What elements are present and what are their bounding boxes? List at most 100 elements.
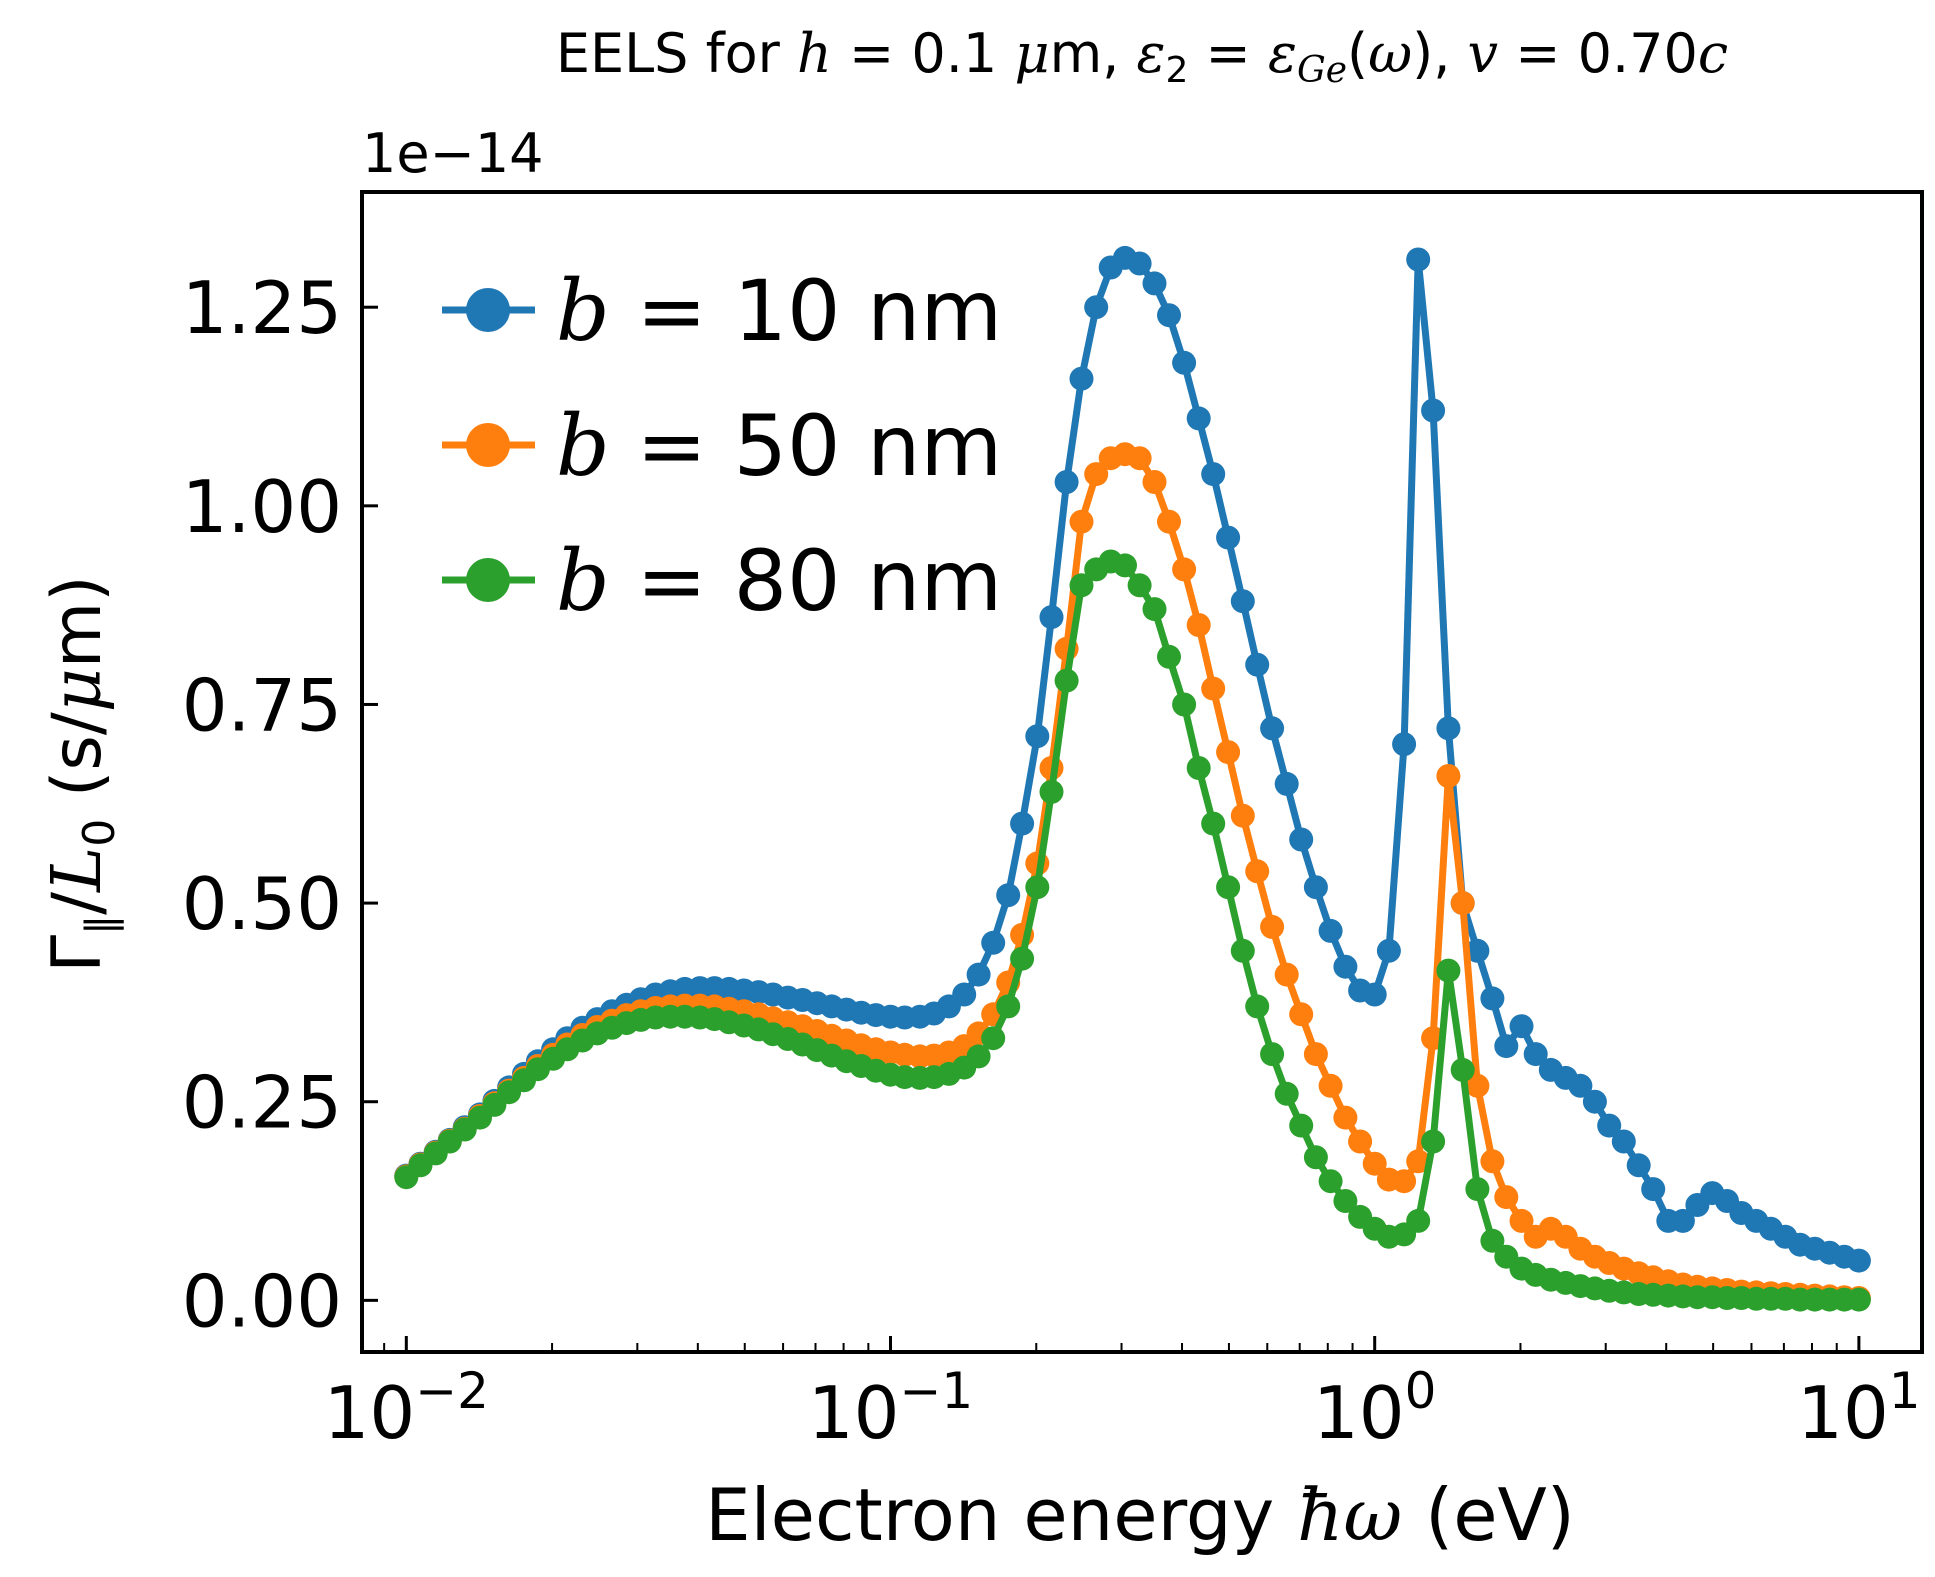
data-point: [1127, 251, 1152, 276]
ylabel-part: μ: [38, 668, 117, 712]
legend-entry-b10: b = 10 nm: [442, 262, 1002, 360]
title-part: = 0.70: [1498, 22, 1698, 85]
data-point: [1172, 557, 1197, 582]
data-point: [1436, 764, 1461, 788]
legend-marker-b80: [466, 558, 510, 602]
data-point: [1333, 1189, 1358, 1213]
data-point: [1333, 954, 1358, 979]
data-point: [1348, 1129, 1373, 1154]
data-point: [996, 994, 1021, 1019]
x-tick-label: 10−1: [808, 1362, 973, 1455]
data-point: [1480, 986, 1505, 1011]
data-point: [1069, 509, 1094, 534]
xlabel-part: (eV): [1402, 1473, 1575, 1557]
legend-entry-b80: b = 80 nm: [442, 532, 1002, 630]
data-point: [1010, 946, 1035, 971]
data-point: [1230, 803, 1255, 828]
data-point: [1421, 1129, 1446, 1154]
data-point: [1333, 1105, 1358, 1130]
ylabel-part: m): [38, 575, 117, 668]
data-point: [1216, 875, 1241, 900]
data-point: [1201, 811, 1226, 836]
data-point: [981, 1026, 1006, 1051]
title-part: ),: [1412, 22, 1467, 85]
data-point: [1450, 1057, 1475, 1082]
ylabel-part: Γ: [38, 935, 117, 973]
data-point: [1362, 982, 1387, 1007]
title-part: ω: [1368, 22, 1412, 85]
x-tick-label: 101: [1797, 1362, 1920, 1455]
data-point: [1039, 779, 1064, 804]
y-tick-label: 0.00: [182, 1259, 342, 1343]
data-point: [1362, 1151, 1387, 1176]
data-point: [966, 1044, 991, 1069]
data-point: [1201, 462, 1226, 487]
legend-label-part: = 80 nm: [610, 532, 1002, 630]
data-point: [1406, 1149, 1431, 1174]
data-point: [1245, 652, 1270, 677]
data-point: [1142, 271, 1167, 296]
axis-ticks: 0.00 0.25 0.50 0.75 1.00 1.25 10−2 10−1 100 101: [182, 266, 1921, 1455]
data-point: [1465, 1073, 1490, 1098]
data-point: [1289, 827, 1314, 852]
legend-label-b80: b = 80 nm: [556, 532, 1002, 630]
ylabel-part: ‖: [78, 915, 124, 935]
data-point: [1010, 811, 1035, 836]
series-line: [404, 558, 1859, 1304]
legend-label-b50: b = 50 nm: [556, 397, 1002, 495]
data-point: [1480, 1149, 1505, 1174]
data-point: [1465, 938, 1490, 963]
chart-title: EELS for h = 0.1 μm, ε2 = εGe(ω), v = 0.…: [556, 22, 1728, 91]
data-point: [1186, 613, 1211, 637]
data-point: [1846, 1248, 1871, 1273]
data-point: [1260, 716, 1285, 741]
data-point: [1172, 692, 1197, 717]
title-part: m,: [1050, 22, 1137, 85]
data-point: [1303, 1042, 1328, 1067]
y-tick-label: 0.75: [182, 663, 342, 747]
title-part: h: [797, 22, 832, 85]
title-part: ε: [1268, 22, 1297, 85]
data-point: [1626, 1153, 1651, 1178]
legend-label-part: = 10 nm: [610, 262, 1002, 360]
data-point: [1523, 1042, 1548, 1067]
data-point: [1274, 1081, 1299, 1106]
legend-marker-b50: [466, 423, 510, 467]
data-point: [1436, 716, 1461, 741]
ylabel-part: /: [38, 892, 117, 915]
data-point: [1069, 573, 1094, 598]
data-point: [1509, 1014, 1534, 1039]
data-point: [1186, 406, 1211, 431]
data-point: [1274, 771, 1299, 796]
legend-label-part: b: [556, 532, 610, 630]
legend-label-part: b: [556, 262, 610, 360]
data-point: [1509, 1208, 1534, 1233]
data-point: [1127, 446, 1152, 471]
ylabel-part: L: [38, 847, 117, 894]
plot-frame: [360, 190, 1924, 1354]
data-point: [1611, 1129, 1636, 1154]
legend-entry-b50: b = 50 nm: [442, 397, 1002, 495]
legend-label-b10: b = 10 nm: [556, 262, 1002, 360]
data-point: [1406, 1208, 1431, 1233]
data-point: [1318, 1169, 1343, 1194]
x-axis-label: Electron energy ħω (eV): [705, 1473, 1575, 1557]
data-point: [1142, 597, 1167, 622]
legend-marker-b10: [466, 288, 510, 332]
title-part: μ: [1014, 22, 1049, 85]
xlabel-part: Electron energy: [705, 1473, 1297, 1557]
data-point: [966, 962, 991, 987]
data-point: [1172, 350, 1197, 375]
y-offset-label: 1e−14: [362, 122, 544, 185]
data-point: [1289, 1113, 1314, 1138]
x-tick-label: 100: [1313, 1362, 1436, 1455]
data-point: [1216, 525, 1241, 550]
title-part: ε: [1137, 22, 1166, 85]
data-point: [1465, 1177, 1490, 1202]
y-tick-label: 1.00: [182, 465, 342, 549]
data-point: [1376, 938, 1401, 963]
ylabel-part: (s/: [38, 712, 117, 819]
y-axis-label: Γ‖/L0 (s/μm): [38, 575, 125, 972]
